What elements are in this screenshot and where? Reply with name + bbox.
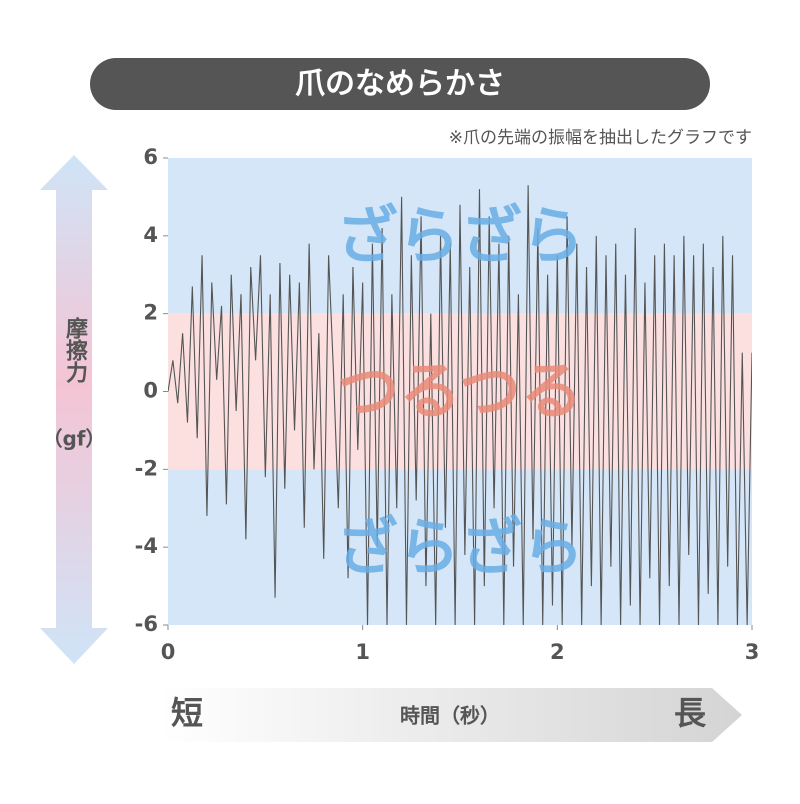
y-tick-label: 6 xyxy=(143,145,158,169)
band-label: つるつる xyxy=(337,355,583,428)
y-tick-label: -6 xyxy=(135,612,158,636)
y-tick-label: -4 xyxy=(135,534,158,558)
y-axis-label: 摩擦力 xyxy=(62,316,88,384)
y-axis-unit: （gf） xyxy=(42,427,105,451)
band-label: ざらざら xyxy=(336,199,584,272)
title-pill xyxy=(90,58,710,110)
y-tick-label: -2 xyxy=(135,456,158,480)
subtitle: ※爪の先端の振幅を抽出したグラフです xyxy=(449,128,752,148)
x-arrow xyxy=(160,688,742,742)
y-tick-label: 4 xyxy=(143,223,158,247)
x-tick-label: 3 xyxy=(745,640,760,664)
y-tick-label: 2 xyxy=(143,301,158,325)
band xyxy=(168,313,752,470)
x-end-label: 長 xyxy=(674,694,707,732)
x-tick-label: 2 xyxy=(550,640,565,664)
data-line xyxy=(168,185,752,625)
chart-title: 爪のなめらかさ xyxy=(295,67,505,102)
band xyxy=(168,469,752,625)
y-tick-label: 0 xyxy=(143,379,158,403)
band-label: ざらざら xyxy=(336,510,584,583)
x-axis-label: 時間（秒） xyxy=(400,704,500,728)
x-tick-label: 0 xyxy=(161,640,176,664)
x-start-label: 短 xyxy=(171,694,203,732)
x-tick-label: 1 xyxy=(355,640,370,664)
y-arrow xyxy=(40,155,108,664)
